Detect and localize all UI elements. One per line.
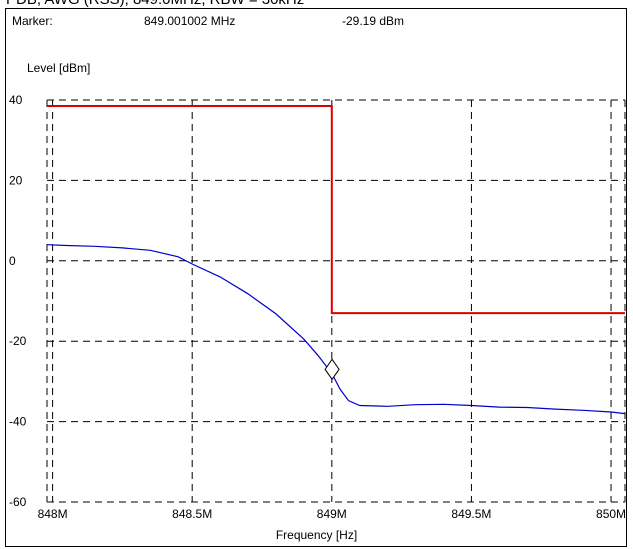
marker-label: Marker: bbox=[12, 14, 53, 28]
y-tick-label: -40 bbox=[9, 415, 27, 429]
x-axis-label: Frequency [Hz] bbox=[275, 528, 358, 542]
x-tick-label: 848M bbox=[38, 507, 68, 521]
y-tick-label: -20 bbox=[9, 334, 27, 348]
x-tick-label: 848.5M bbox=[172, 507, 212, 521]
y-tick-label: 20 bbox=[9, 173, 23, 187]
measured-trace-line bbox=[46, 244, 626, 415]
x-tick-label: 849.5M bbox=[451, 507, 491, 521]
y-axis-label: Level [dBm] bbox=[27, 61, 91, 75]
chart-title: PDB, AWG (RSS); 849.0MHz, RBW = 30kHz bbox=[6, 0, 304, 8]
marker-level: -29.19 dBm bbox=[342, 14, 405, 28]
y-tick-label: 0 bbox=[9, 254, 16, 268]
x-tick-label: 849M bbox=[317, 507, 347, 521]
marker-diamond-icon bbox=[324, 358, 340, 381]
marker-frequency: 849.001002 MHz bbox=[144, 14, 236, 28]
x-tick-label: 850M bbox=[596, 507, 626, 521]
chart-frame bbox=[5, 8, 627, 547]
y-tick-label: -60 bbox=[9, 495, 27, 509]
y-tick-label: 40 bbox=[9, 93, 23, 107]
limit-line bbox=[47, 105, 625, 315]
